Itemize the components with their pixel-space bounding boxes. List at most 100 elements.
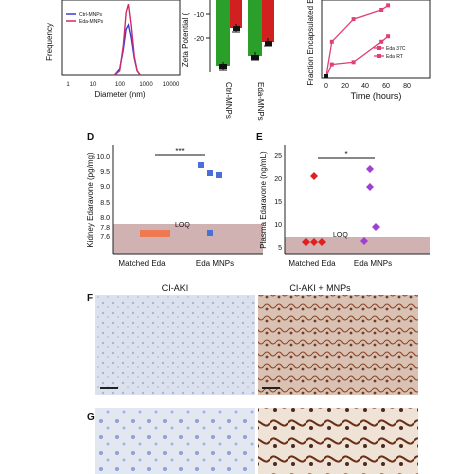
data-point <box>379 8 384 12</box>
panel-c: Fraction Encapsulated E 0 20 40 60 80 Ti… <box>306 0 431 101</box>
bar-ctrl-green <box>216 0 230 66</box>
loq-band <box>113 224 263 254</box>
legend-label-ctrl: Ctrl-MNPs <box>79 12 103 18</box>
panel-c-ylabel: Fraction Encapsulated E <box>306 0 315 86</box>
data-point <box>351 17 356 22</box>
data-point <box>351 60 356 65</box>
bar-marker <box>265 41 272 46</box>
legend-label-eda: Eda-MNPs <box>79 19 104 25</box>
bar-eda-green <box>248 0 262 56</box>
marker-eda-mnp <box>216 172 222 178</box>
panel-e-ytick: 20 <box>274 176 282 183</box>
panel-d-ylabel: Kidney Edaravone (pg/mg) <box>86 152 95 248</box>
micrograph-f-left <box>95 295 255 395</box>
panel-d-letter: D <box>87 132 94 143</box>
marker-matched-eda <box>140 230 170 237</box>
data-point <box>329 62 334 67</box>
panel-a-curves <box>113 4 141 76</box>
panel-d-category: Eda MNPs <box>196 259 234 268</box>
data-point <box>324 74 328 78</box>
panel-d: D LOQ 10.0 9.5 9.0 8.5 8.0 7.8 7.6 Kidne… <box>86 132 263 268</box>
bar-marker <box>251 55 259 60</box>
panel-d-ytick: 10.0 <box>96 154 110 161</box>
panel-a-ylabel: Frequency <box>45 23 54 61</box>
marker-eda-mnp <box>366 165 374 173</box>
panel-c-xtick: 80 <box>403 83 411 90</box>
marker-eda-mnp <box>207 170 213 176</box>
panel-g-letter: G <box>87 412 95 423</box>
panel-c-frame <box>321 0 431 79</box>
panel-b-ytick: -20 <box>194 36 204 43</box>
legend-marker-rt <box>377 54 381 58</box>
panel-e-ytick: 5 <box>278 245 282 252</box>
bar-marker <box>219 64 227 69</box>
panel-d-ytick: 7.6 <box>100 234 110 241</box>
panel-c-xlabel: Time (hours) <box>351 91 402 101</box>
panel-d-ytick: 7.8 <box>100 225 110 232</box>
sig-star: * <box>344 150 347 159</box>
panel-f-right-title: CI-AKI + MNPs <box>289 283 351 293</box>
bar-marker <box>233 26 240 31</box>
panel-c-legend: Eda 37C Eda RT <box>374 46 406 60</box>
panel-d-ytick: 9.5 <box>100 169 110 176</box>
marker-eda-mnp <box>207 230 213 236</box>
panel-b-category: Eda-MNPs <box>256 82 265 121</box>
panel-d-ytick: 8.5 <box>100 200 110 207</box>
marker-eda-mnp <box>360 237 368 245</box>
panel-e-ytick: 15 <box>274 199 282 206</box>
panel-c-xtick: 40 <box>361 83 369 90</box>
data-point <box>386 34 391 39</box>
bar-ctrl-red <box>230 0 242 28</box>
marker-matched-eda <box>310 238 318 246</box>
panel-a-xtick: 10000 <box>163 82 180 88</box>
marker-matched-eda <box>318 238 326 246</box>
marker-eda-mnp <box>366 183 374 191</box>
panel-a-xtick: 1 <box>66 82 70 88</box>
data-point <box>379 39 384 44</box>
micrograph-g-left <box>95 408 255 474</box>
legend-label-rt: Eda RT <box>386 54 403 60</box>
panel-a-frame <box>61 0 181 76</box>
micrograph-f-right <box>258 295 418 395</box>
panel-c-xtick: 60 <box>382 83 390 90</box>
panel-a-legend: Ctrl-MNPs Eda-MNPs <box>66 12 104 25</box>
panel-b-ylabel: Zeta Potential ( <box>181 13 190 68</box>
sig-stars: *** <box>175 147 184 156</box>
data-point <box>386 3 391 8</box>
panel-b-ytick: -10 <box>194 12 204 19</box>
panel-b-category: Ctrl-MNPs <box>224 82 233 119</box>
panel-e-category: Matched Eda <box>288 259 336 268</box>
panel-e-ytick: 10 <box>274 222 282 229</box>
panel-a-xtick: 100 <box>115 82 126 88</box>
panel-e-ytick: 25 <box>274 153 282 160</box>
micrograph-g-right <box>258 408 418 474</box>
bar-eda-red <box>262 0 274 42</box>
series-line-eda <box>114 4 141 76</box>
panel-c-curves <box>324 3 391 78</box>
panel-a-xlabel: Diameter (nm) <box>94 90 145 99</box>
panel-e-ylabel: Plasma Edaravone (ng/mL) <box>259 151 268 249</box>
loq-label: LOQ <box>333 232 348 239</box>
panel-e: E LOQ 25 20 15 10 5 Plasma Edaravone (ng… <box>256 132 430 268</box>
panel-d-category: Matched Eda <box>118 259 166 268</box>
panel-c-xtick: 20 <box>341 83 349 90</box>
marker-eda-mnp <box>372 223 380 231</box>
panel-d-ytick: 8.0 <box>100 215 110 222</box>
panel-e-category: Eda MNPs <box>354 259 392 268</box>
panel-f-letter: F <box>87 293 93 304</box>
panel-a-xtick: 1000 <box>139 82 153 88</box>
panel-d-ytick: 9.0 <box>100 184 110 191</box>
loq-label: LOQ <box>175 222 190 229</box>
marker-matched-eda <box>310 172 318 180</box>
series-line-37c <box>325 4 389 77</box>
marker-matched-eda <box>302 238 310 246</box>
panel-e-letter: E <box>256 132 263 143</box>
marker-eda-mnp <box>198 162 204 168</box>
panel-c-xtick: 0 <box>324 83 328 90</box>
panel-a: Ctrl-MNPs Eda-MNPs Frequency 1 10 100 10… <box>45 0 181 99</box>
data-point <box>329 39 334 44</box>
panel-f-left-title: CI-AKI <box>162 283 189 293</box>
legend-label-37c: Eda 37C <box>386 46 406 52</box>
panel-a-xtick: 10 <box>90 82 97 88</box>
